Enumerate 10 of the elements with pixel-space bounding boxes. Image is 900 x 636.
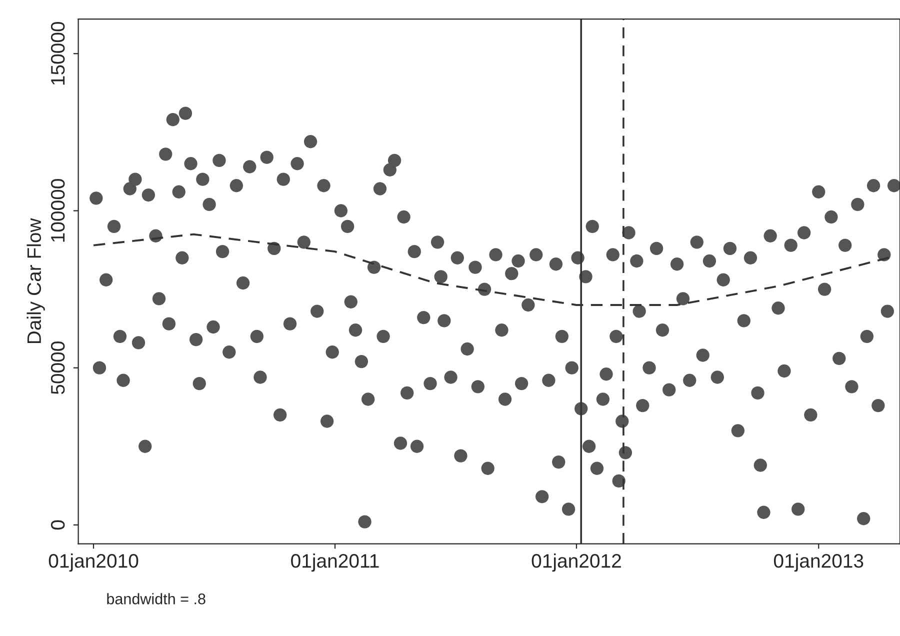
text: bandwidth = .8 [107, 593, 206, 604]
x-tick-label: 01jan2012 [532, 554, 621, 572]
y-tick-label: 0 [50, 520, 65, 530]
y-tick-label: 150000 [50, 22, 65, 85]
y-tick-label: 100000 [50, 179, 65, 242]
x-tick-label: 01jan2010 [48, 554, 138, 572]
y-axis-title: Daily Car Flow [26, 218, 45, 344]
y-tick-label: 50000 [50, 342, 65, 394]
x-tick-label: 01jan2013 [774, 554, 864, 572]
x-tick-label: 01jan2011 [291, 554, 379, 572]
